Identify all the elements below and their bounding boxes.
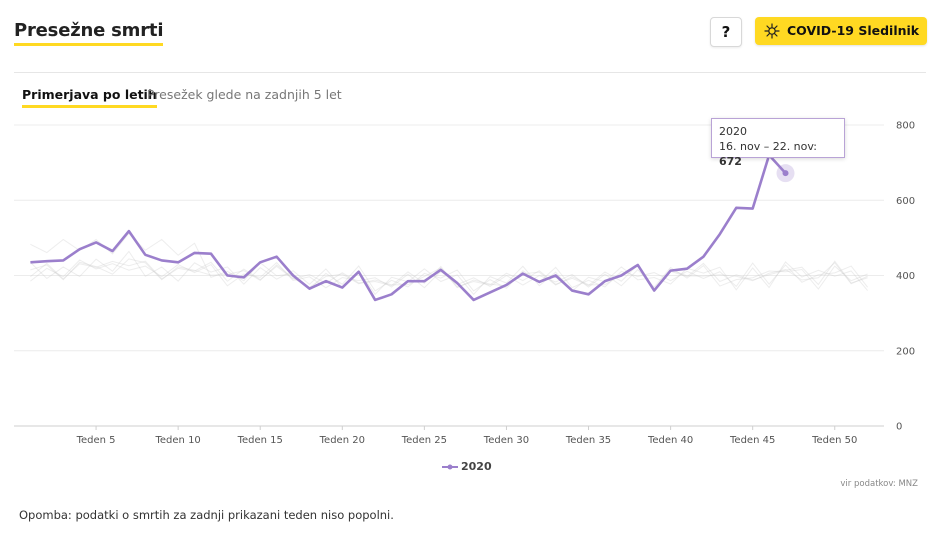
covid-tracker-label: COVID-19 Sledilnik — [787, 23, 920, 38]
series-2020 — [30, 153, 795, 302]
x-tick-label: Teden 30 — [483, 435, 529, 446]
background-year-line — [30, 232, 868, 292]
x-tick-label: Teden 35 — [565, 435, 611, 446]
page-title: Presežne smrti — [14, 20, 163, 46]
header: Presežne smrti ? COVID-19 Sledilnik — [0, 0, 940, 72]
y-tick-label: 200 — [896, 346, 915, 357]
legend-swatch — [442, 464, 458, 470]
tooltip-range: 16. nov – 22. nov: — [719, 140, 818, 153]
x-tick-label: Teden 45 — [729, 435, 775, 446]
x-tick-label: Teden 40 — [647, 435, 693, 446]
footnote: Opomba: podatki o smrtih za zadnji prika… — [19, 508, 394, 522]
tooltip-year: 2020 — [719, 125, 747, 138]
background-year-line — [30, 250, 868, 296]
x-tick-label: Teden 50 — [811, 435, 857, 446]
virus-icon — [764, 23, 780, 39]
x-tick-label: Teden 25 — [401, 435, 447, 446]
y-tick-label: 800 — [896, 121, 915, 132]
tooltip-row: 16. nov – 22. nov: 672 — [719, 139, 837, 169]
header-divider — [14, 72, 926, 73]
data-source: vir podatkov: MNZ — [840, 479, 918, 489]
help-button[interactable]: ? — [710, 17, 742, 47]
covid-tracker-button[interactable]: COVID-19 Sledilnik — [755, 17, 927, 45]
chart-tooltip: 2020 16. nov – 22. nov: 672 — [711, 118, 845, 168]
x-tick-label: Teden 15 — [237, 435, 283, 446]
y-tick-label: 400 — [896, 271, 915, 282]
axes: 0 200 400 600 800 Teden 5 Teden 10 Teden 15 Tede… — [76, 121, 915, 447]
series-2020-line — [30, 153, 787, 302]
background-years-lines — [30, 232, 868, 296]
y-tick-label: 600 — [896, 196, 915, 207]
x-tick-label: Teden 20 — [319, 435, 365, 446]
legend-label: 2020 — [461, 460, 492, 473]
tab-excess-5-years[interactable]: Presežek glede na zadnjih 5 let — [147, 87, 342, 102]
tooltip-value: 672 — [719, 155, 742, 168]
y-tick-label: 0 — [896, 422, 902, 433]
x-tick-label: Teden 10 — [154, 435, 200, 446]
tab-year-comparison[interactable]: Primerjava po letih — [22, 87, 157, 108]
x-tick-label: Teden 5 — [76, 435, 116, 446]
highlight-point[interactable] — [782, 170, 789, 177]
